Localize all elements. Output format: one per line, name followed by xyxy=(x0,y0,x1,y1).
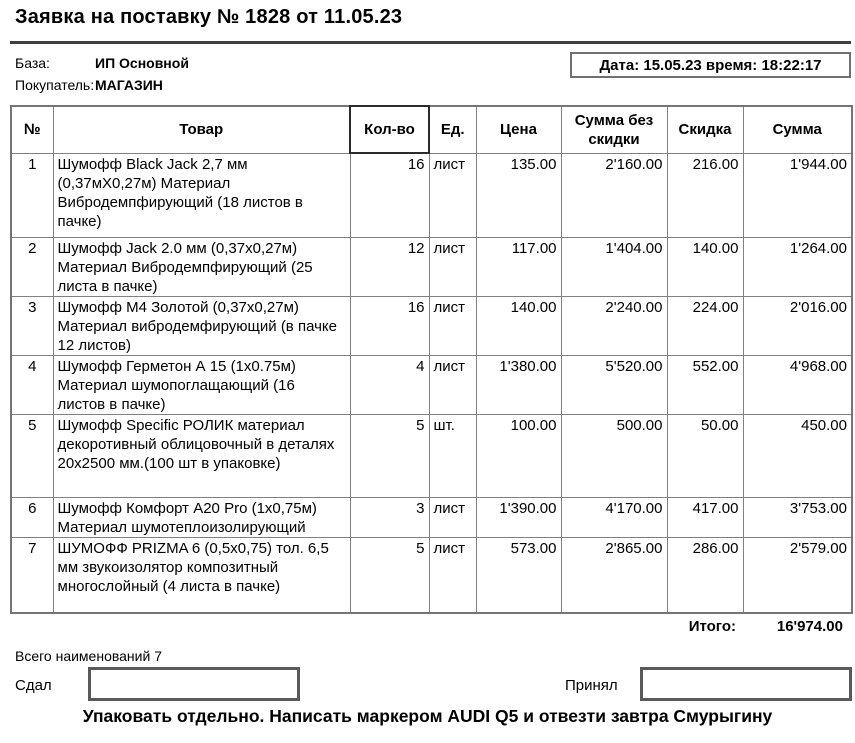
table-row: 5 Шумофф Specific РОЛИК материал декороти… xyxy=(10,413,853,498)
cell-row-number: 4 xyxy=(10,354,54,415)
info-row-base: База: ИП Основной xyxy=(15,55,189,71)
cell-quantity: 5 xyxy=(349,413,430,498)
cell-price: 135.00 xyxy=(475,152,562,238)
cell-row-number: 1 xyxy=(10,152,54,238)
header-quantity-selected-cell[interactable]: Кол-во xyxy=(349,105,430,154)
cell-sum-no-discount: 2'160.00 xyxy=(560,152,668,238)
cell-price: 573.00 xyxy=(475,536,562,614)
table-row: 6 Шумофф Комфорт А20 Pro (1х0,75м) Матери… xyxy=(10,496,853,538)
cell-sum-no-discount: 2'865.00 xyxy=(560,536,668,614)
header-sum: Сумма xyxy=(742,105,853,154)
cell-sum: 3'753.00 xyxy=(742,496,853,538)
cell-sum: 450.00 xyxy=(742,413,853,498)
document-info: База: ИП Основной Покупатель: МАГАЗИН xyxy=(15,55,189,99)
received-by-signature-box xyxy=(640,667,852,701)
cell-product-name: Шумофф Jack 2.0 мм (0,37х0,27м) Материал… xyxy=(52,236,351,297)
cell-discount: 417.00 xyxy=(666,496,744,538)
info-row-buyer: Покупатель: МАГАЗИН xyxy=(15,77,189,93)
cell-quantity: 3 xyxy=(349,496,430,538)
cell-discount: 216.00 xyxy=(666,152,744,238)
cell-quantity: 4 xyxy=(349,354,430,415)
date-time-box: Дата: 15.05.23 время: 18:22:17 xyxy=(570,52,851,78)
cell-sum-no-discount: 5'520.00 xyxy=(560,354,668,415)
cell-price: 1'380.00 xyxy=(475,354,562,415)
header-number: № xyxy=(10,105,54,154)
table-row: 4 Шумофф Герметон А 15 (1х0.75м) Материал… xyxy=(10,354,853,415)
base-label: База: xyxy=(15,55,50,71)
base-value: ИП Основной xyxy=(95,55,189,71)
cell-unit: лист xyxy=(428,236,477,297)
cell-discount: 140.00 xyxy=(666,236,744,297)
cell-discount: 286.00 xyxy=(666,536,744,614)
items-count: Всего наименований 7 xyxy=(15,648,162,664)
header-discount: Скидка xyxy=(666,105,744,154)
cell-unit: лист xyxy=(428,152,477,238)
cell-sum: 1'944.00 xyxy=(742,152,853,238)
cell-product-name: Шумофф Black Jack 2,7 мм (0,37мХ0,27м) М… xyxy=(52,152,351,238)
handed-by-signature-box xyxy=(88,667,300,701)
header-sum-no-discount: Сумма без скидки xyxy=(560,105,668,154)
cell-product-name: Шумофф Герметон А 15 (1х0.75м) Материал … xyxy=(52,354,351,415)
total-value: 16'974.00 xyxy=(776,618,843,635)
buyer-value: МАГАЗИН xyxy=(95,77,163,93)
cell-product-name: Шумофф М4 Золотой (0,37х0,27м) Материал … xyxy=(52,295,351,356)
cell-quantity: 16 xyxy=(349,295,430,356)
header-price: Цена xyxy=(475,105,562,154)
cell-row-number: 7 xyxy=(10,536,54,614)
cell-sum: 4'968.00 xyxy=(742,354,853,415)
cell-sum-no-discount: 1'404.00 xyxy=(560,236,668,297)
order-items-table: № Товар Кол-во Ед. Цена Сумма без скидки… xyxy=(10,105,853,614)
cell-price: 1'390.00 xyxy=(475,496,562,538)
cell-unit: лист xyxy=(428,354,477,415)
page-title: Заявка на поставку № 1828 от 11.05.23 xyxy=(15,6,403,28)
cell-discount: 224.00 xyxy=(666,295,744,356)
header-unit: Ед. xyxy=(428,105,477,154)
handed-by-label: Сдал xyxy=(15,677,52,694)
cell-unit: лист xyxy=(428,496,477,538)
totals-row: Итого: 16'974.00 xyxy=(10,618,851,635)
cell-row-number: 5 xyxy=(10,413,54,498)
total-label: Итого: xyxy=(688,618,736,635)
title-divider xyxy=(10,41,851,44)
table-row: 2 Шумофф Jack 2.0 мм (0,37х0,27м) Материа… xyxy=(10,236,853,297)
cell-unit: шт. xyxy=(428,413,477,498)
cell-row-number: 6 xyxy=(10,496,54,538)
cell-discount: 50.00 xyxy=(666,413,744,498)
table-header-row: № Товар Кол-во Ед. Цена Сумма без скидки… xyxy=(10,105,853,154)
packing-note: Упаковать отдельно. Написать маркером AU… xyxy=(82,706,773,726)
cell-sum-no-discount: 500.00 xyxy=(560,413,668,498)
received-by-label: Принял xyxy=(565,677,618,694)
cell-quantity: 12 xyxy=(349,236,430,297)
cell-quantity: 5 xyxy=(349,536,430,614)
cell-product-name: Шумофф Specific РОЛИК материал декоротив… xyxy=(52,413,351,498)
table-row: 3 Шумофф М4 Золотой (0,37х0,27м) Материал… xyxy=(10,295,853,356)
buyer-label: Покупатель: xyxy=(15,77,95,93)
cell-price: 140.00 xyxy=(475,295,562,356)
table-row: 7 ШУМОФФ PRIZMA 6 (0,5х0,75) тол. 6,5 мм … xyxy=(10,536,853,614)
cell-sum: 2'579.00 xyxy=(742,536,853,614)
cell-sum: 2'016.00 xyxy=(742,295,853,356)
cell-row-number: 2 xyxy=(10,236,54,297)
cell-price: 117.00 xyxy=(475,236,562,297)
table-row: 1 Шумофф Black Jack 2,7 мм (0,37мХ0,27м) … xyxy=(10,152,853,238)
cell-sum-no-discount: 2'240.00 xyxy=(560,295,668,356)
cell-unit: лист xyxy=(428,295,477,356)
table-body: 1 Шумофф Black Jack 2,7 мм (0,37мХ0,27м) … xyxy=(10,152,853,614)
cell-product-name: ШУМОФФ PRIZMA 6 (0,5х0,75) тол. 6,5 мм з… xyxy=(52,536,351,614)
cell-product-name: Шумофф Комфорт А20 Pro (1х0,75м) Материа… xyxy=(52,496,351,538)
cell-unit: лист xyxy=(428,536,477,614)
cell-price: 100.00 xyxy=(475,413,562,498)
cell-row-number: 3 xyxy=(10,295,54,356)
cell-sum: 1'264.00 xyxy=(742,236,853,297)
cell-discount: 552.00 xyxy=(666,354,744,415)
header-product: Товар xyxy=(52,105,351,154)
cell-sum-no-discount: 4'170.00 xyxy=(560,496,668,538)
cell-quantity: 16 xyxy=(349,152,430,238)
